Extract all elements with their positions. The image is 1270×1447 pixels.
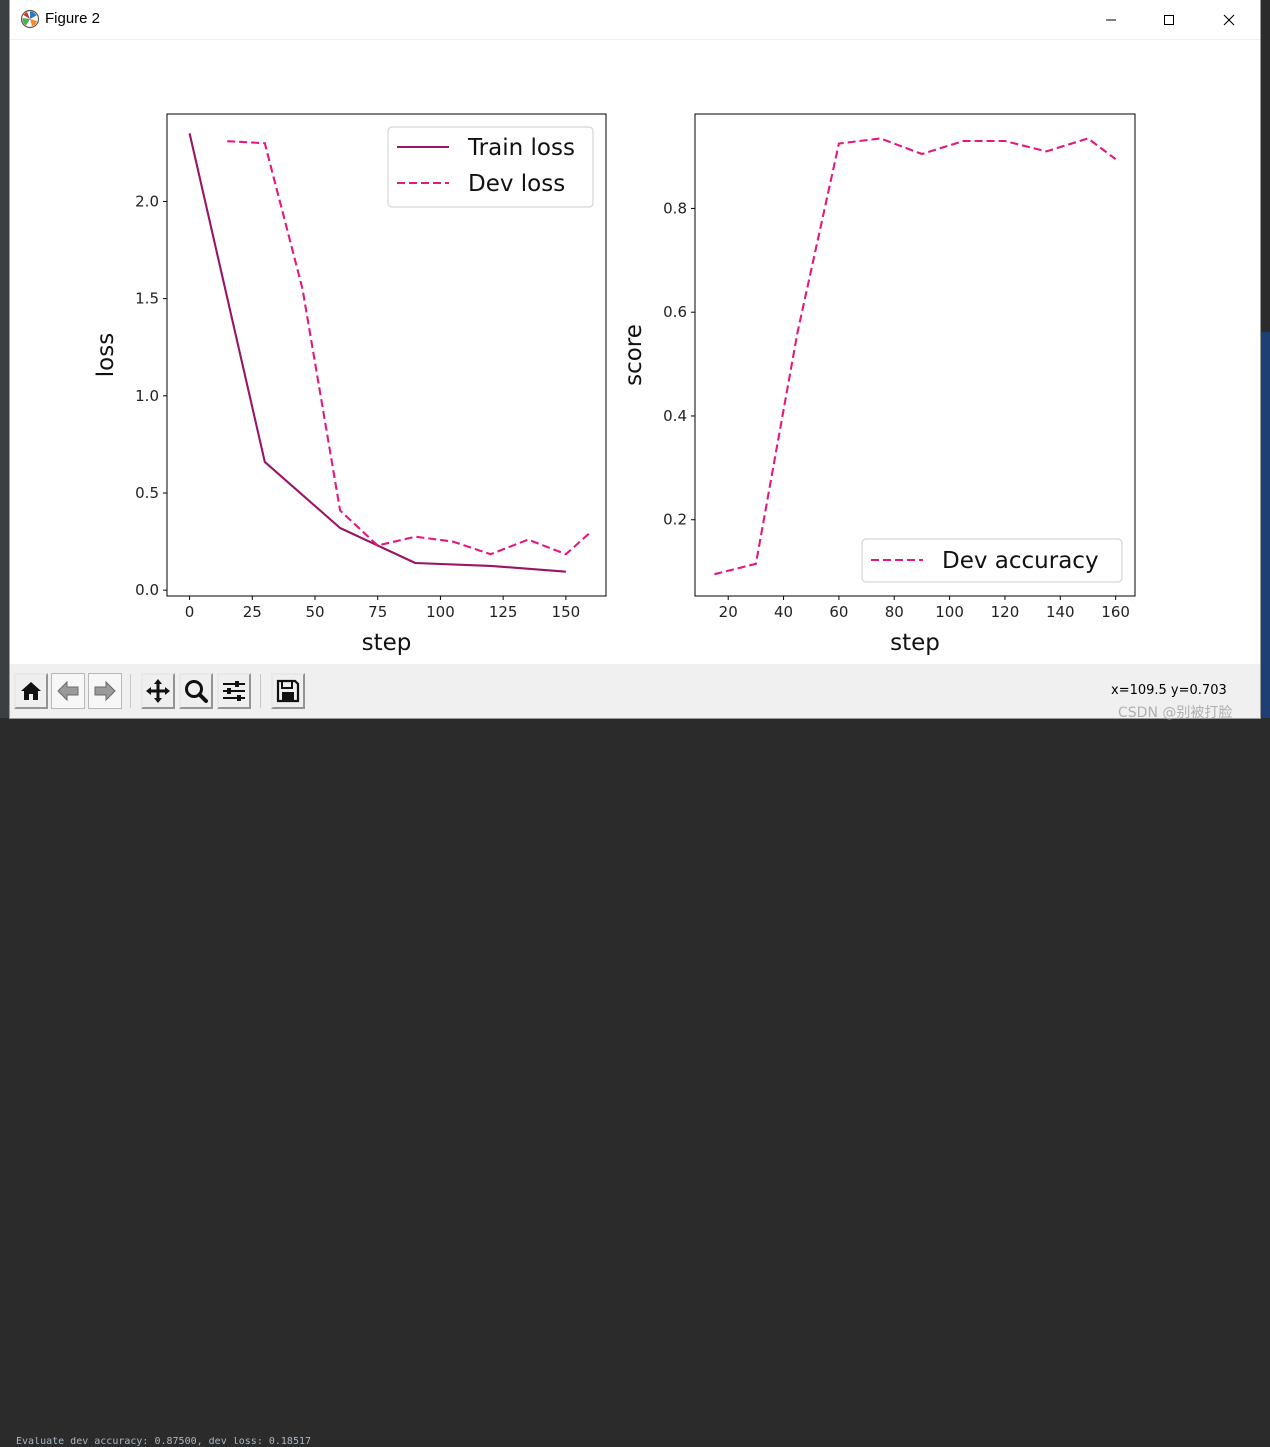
figure-plot: 0 25 50 75 100 125 150 0.0 0.5 1.0 1.5 2.0 step loss T… [93, 113, 1136, 656]
y-axis-label: score [621, 324, 647, 386]
minimize-button[interactable] [1082, 0, 1140, 39]
series-line-dev-loss [227, 140, 592, 556]
save-button[interactable] [271, 673, 305, 709]
subplot-2: 20 40 60 80 100 120 140 160 0.2 0.4 0.6 0.8 step scor… [621, 113, 1136, 656]
x-tick-label: 120 [991, 603, 1020, 621]
maximize-button[interactable] [1140, 0, 1198, 39]
background-editor-panel [1260, 332, 1270, 729]
background-console-bottom: Evaluate dev accuracy: 0.87500, dev loss… [0, 718, 1270, 1447]
legend-label: Dev accuracy [942, 548, 1099, 574]
title-bar[interactable]: Figure 2 [10, 0, 1260, 40]
series-line-dev-accuracy [714, 137, 1117, 576]
figure-window: Figure 2 0 25 50 75 100 125 150 0.0 0.5 1.0 1.5 2.0… [10, 0, 1260, 718]
y-tick-label: 0.6 [663, 303, 687, 321]
y-tick-label: 1.0 [135, 387, 159, 405]
x-tick-label: 160 [1101, 603, 1130, 621]
x-tick-label: 60 [829, 603, 848, 621]
x-tick-label: 20 [719, 603, 738, 621]
x-tick-label: 140 [1046, 603, 1075, 621]
x-tick-label: 125 [489, 603, 518, 621]
background-console-text: Evaluate dev accuracy: 0.87500, dev loss… [16, 1437, 312, 1447]
close-button[interactable] [1200, 0, 1258, 39]
legend-box [861, 538, 1123, 583]
series-line-train-loss [188, 133, 566, 573]
home-icon [21, 682, 41, 700]
cursor-coordinates: x=109.5 y=0.703 [1111, 683, 1227, 698]
minimize-icon [1106, 19, 1116, 20]
y-tick-label: 0.2 [663, 511, 687, 529]
y-tick-label: 0.4 [663, 407, 687, 425]
x-tick-label: 75 [368, 603, 387, 621]
x-tick-label: 100 [935, 603, 964, 621]
back-button[interactable] [51, 673, 85, 709]
x-tick-label: 40 [774, 603, 793, 621]
axes-frame [694, 113, 1136, 597]
csdn-watermark: CSDN @别被打脸 [1118, 705, 1233, 721]
legend-label: Train loss [467, 135, 575, 161]
save-icon [276, 679, 300, 703]
pan-button[interactable] [141, 673, 175, 709]
pan-icon [146, 679, 170, 703]
zoom-icon [185, 680, 208, 703]
configure-subplots-button[interactable] [217, 673, 251, 709]
x-tick-label: 25 [243, 603, 262, 621]
configure-subplots-icon [223, 681, 245, 701]
y-tick-label: 1.5 [135, 290, 159, 308]
figure-canvas[interactable]: 0 25 50 75 100 125 150 0.0 0.5 1.0 1.5 2.0 step loss T… [10, 40, 1260, 664]
y-tick-label: 2.0 [135, 192, 159, 210]
matplotlib-app-icon [20, 9, 40, 29]
toolbar-separator [260, 674, 261, 708]
forward-arrow-icon [94, 680, 116, 702]
y-tick-label: 0.5 [135, 484, 159, 502]
legend-label: Dev loss [468, 171, 565, 197]
x-axis-label: step [362, 630, 412, 656]
x-tick-label: 50 [305, 603, 324, 621]
x-axis-label: step [890, 630, 940, 656]
navigation-toolbar [10, 664, 1260, 718]
y-tick-label: 0.8 [663, 199, 687, 217]
x-tick-label: 80 [885, 603, 904, 621]
close-icon [1223, 14, 1235, 25]
background-console [0, 0, 12, 729]
y-tick-label: 0.0 [135, 581, 159, 599]
window-title: Figure 2 [45, 10, 101, 27]
back-arrow-icon [57, 680, 79, 702]
y-axis-label: loss [93, 333, 119, 377]
toolbar-separator [130, 674, 131, 708]
x-tick-label: 0 [185, 603, 195, 621]
maximize-icon [1164, 14, 1174, 25]
subplot-1: 0 25 50 75 100 125 150 0.0 0.5 1.0 1.5 2.0 step loss T… [93, 113, 607, 656]
forward-button[interactable] [88, 673, 122, 709]
x-tick-label: 100 [426, 603, 455, 621]
zoom-button[interactable] [179, 673, 213, 709]
x-tick-label: 150 [552, 603, 581, 621]
home-button[interactable] [14, 673, 48, 709]
